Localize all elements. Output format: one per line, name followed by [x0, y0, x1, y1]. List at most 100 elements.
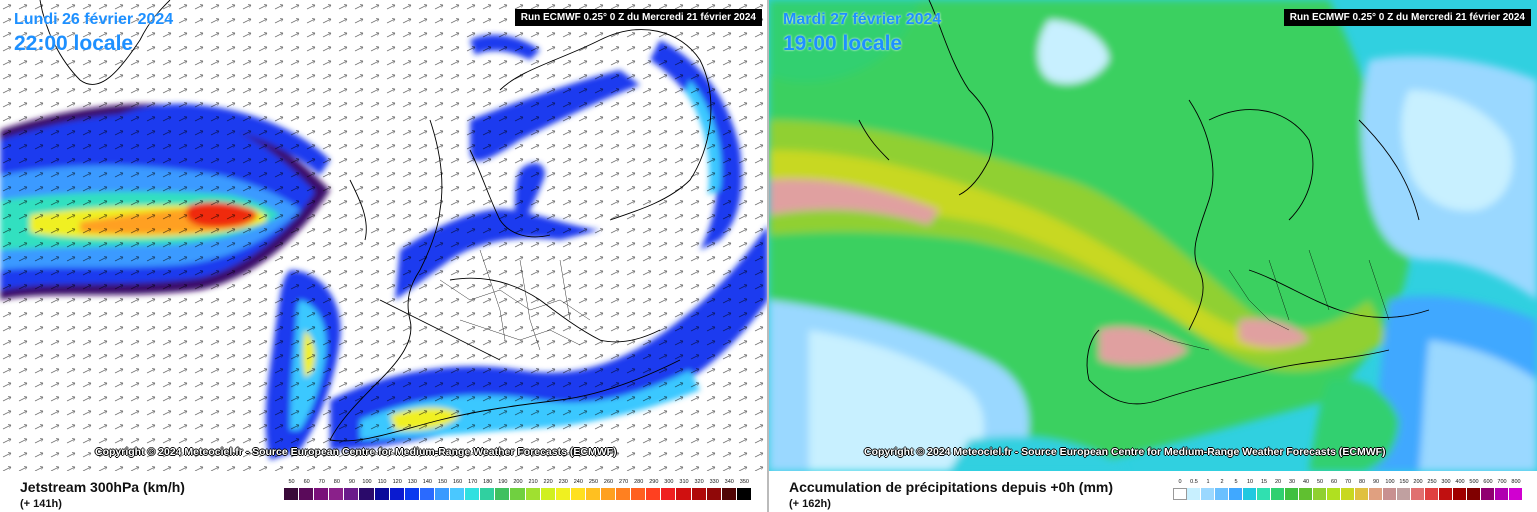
scale-step: 110 [374, 479, 390, 500]
scale-label: 220 [543, 479, 553, 485]
precipitation-map-panel: Mardi 27 février 2024 19:00 locale Run E… [769, 0, 1537, 512]
scale-step: 330 [706, 479, 722, 500]
scale-step: 70 [1341, 479, 1355, 500]
scale-swatch [1271, 488, 1285, 500]
map-footer: Accumulation de précipitations depuis +0… [769, 471, 1537, 512]
scale-label: 70 [318, 479, 325, 485]
panel-divider [767, 0, 769, 512]
scale-swatch [510, 488, 526, 500]
scale-swatch [661, 488, 677, 500]
scale-step: 30 [1285, 479, 1299, 500]
scale-swatch [736, 488, 752, 500]
scale-step: 290 [646, 479, 662, 500]
legend-title: Jetstream 300hPa (km/h) [20, 479, 185, 495]
scale-label: 40 [1302, 479, 1310, 485]
scale-step: 60 [299, 479, 315, 500]
scale-step: 320 [691, 479, 707, 500]
scale-step: 240 [570, 479, 586, 500]
scale-swatch [1285, 488, 1299, 500]
scale-step: 2 [1215, 479, 1229, 500]
scale-label: 330 [709, 479, 719, 485]
scale-label: 260 [603, 479, 614, 485]
precipitation-color-scale: 0 0.5 1 2 5 10 15 20 30 40 50 60 70 80 90 100 150 200 250 3… [1173, 479, 1523, 500]
scale-label: 20 [1274, 479, 1282, 485]
scale-label: 100 [1385, 479, 1395, 485]
jetstream-map-graphic [0, 0, 768, 471]
scale-step: 0.5 [1187, 479, 1201, 500]
scale-swatch [676, 488, 692, 500]
scale-swatch [465, 488, 481, 500]
scale-swatch [1327, 488, 1341, 500]
precipitation-map [769, 0, 1537, 471]
scale-label: 210 [528, 479, 538, 485]
scale-label: 230 [558, 479, 568, 485]
scale-step: 10 [1243, 479, 1257, 500]
scale-label: 400 [1455, 479, 1465, 485]
scale-step: 340 [721, 479, 737, 500]
scale-label: 200 [1413, 479, 1423, 485]
jetstream-color-scale: 50 60 70 80 90 100 110 120 130 140 150 160 170 180 190… [284, 479, 752, 500]
scale-label: 160 [452, 479, 463, 485]
scale-step: 5 [1229, 479, 1243, 500]
scale-label: 300 [1441, 479, 1451, 485]
scale-swatch [434, 488, 451, 500]
scale-step: 100 [359, 479, 375, 500]
scale-label: 60 [1330, 479, 1338, 485]
scale-swatch [1453, 488, 1467, 500]
scale-swatch [1481, 488, 1495, 500]
scale-label: 700 [1497, 479, 1507, 485]
scale-label: 340 [724, 479, 734, 485]
scale-swatch [1425, 488, 1439, 500]
map-footer: Jetstream 300hPa (km/h) (+ 141h) 50 60 70 8… [0, 471, 768, 512]
scale-swatch [1257, 488, 1271, 500]
scale-swatch [1439, 488, 1453, 500]
scale-swatch [1187, 488, 1201, 500]
scale-step: 220 [540, 479, 556, 500]
scale-step: 350 [736, 479, 752, 500]
scale-step: 90 [344, 479, 360, 500]
scale-swatch [706, 488, 722, 500]
scale-label: 10 [1246, 479, 1254, 485]
scale-step: 15 [1257, 479, 1271, 500]
model-run-badge: Run ECMWF 0.25° 0 Z du Mercredi 21 févri… [1283, 9, 1531, 26]
scale-swatch [344, 488, 360, 500]
scale-label: 190 [498, 479, 508, 485]
scale-label: 200 [513, 479, 523, 485]
scale-step: 200 [510, 479, 526, 500]
scale-label: 0 [1178, 479, 1182, 485]
scale-swatch [1467, 488, 1481, 500]
scale-label: 600 [1483, 479, 1493, 485]
scale-swatch [1215, 488, 1229, 500]
scale-step: 40 [1299, 479, 1313, 500]
scale-label: 0.5 [1190, 479, 1198, 485]
scale-step: 150 [434, 479, 451, 500]
copyright-notice: Copyright © 2024 Meteociel.fr - Source E… [95, 446, 617, 458]
jetstream-map [0, 0, 768, 471]
scale-label: 90 [1372, 479, 1380, 485]
scale-swatch [1173, 488, 1187, 500]
scale-step: 280 [631, 479, 647, 500]
scale-step: 100 [1383, 479, 1397, 500]
scale-step: 270 [616, 479, 632, 500]
scale-swatch [299, 488, 315, 500]
scale-step: 250 [1425, 479, 1439, 500]
scale-label: 350 [739, 479, 749, 485]
scale-swatch [1383, 488, 1397, 500]
scale-step: 140 [419, 479, 435, 500]
scale-label: 110 [377, 479, 387, 485]
scale-label: 60 [303, 479, 310, 485]
scale-step: 400 [1453, 479, 1467, 500]
scale-label: 300 [664, 479, 674, 485]
scale-swatch [1201, 488, 1215, 500]
scale-label: 500 [1469, 479, 1479, 485]
scale-label: 290 [649, 479, 659, 485]
scale-swatch [1299, 488, 1313, 500]
scale-step: 1 [1201, 479, 1215, 500]
scale-swatch [721, 488, 737, 500]
scale-step: 700 [1495, 479, 1509, 500]
scale-swatch [1369, 488, 1383, 500]
scale-label: 310 [679, 479, 689, 485]
forecast-time: 19:00 locale [783, 32, 903, 55]
scale-step: 250 [585, 479, 601, 500]
scale-swatch [450, 488, 466, 500]
